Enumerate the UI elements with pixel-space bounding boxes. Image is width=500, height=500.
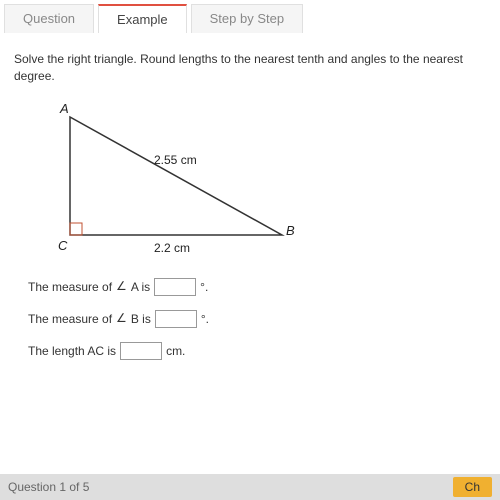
text: The length AC is bbox=[28, 344, 116, 358]
text: cm. bbox=[166, 344, 185, 358]
text: °. bbox=[201, 312, 209, 326]
tab-example[interactable]: Example bbox=[98, 4, 187, 33]
text: B is bbox=[131, 312, 151, 326]
hypotenuse-label: 2.55 cm bbox=[154, 153, 197, 167]
text: The measure of bbox=[28, 280, 112, 294]
tab-question[interactable]: Question bbox=[4, 4, 94, 33]
base-label: 2.2 cm bbox=[154, 241, 190, 255]
text: A is bbox=[131, 280, 150, 294]
footer-bar: Question 1 of 5 Ch bbox=[0, 474, 500, 500]
angle-icon: ∠ bbox=[116, 279, 127, 294]
instruction-text: Solve the right triangle. Round lengths … bbox=[14, 51, 486, 85]
tab-bar: Question Example Step by Step bbox=[0, 0, 500, 33]
input-angle-a[interactable] bbox=[154, 278, 196, 296]
content-area: Solve the right triangle. Round lengths … bbox=[0, 33, 500, 392]
tab-stepbystep[interactable]: Step by Step bbox=[191, 4, 303, 33]
answer-row-angle-a: The measure of ∠ A is °. bbox=[28, 278, 486, 296]
text: °. bbox=[200, 280, 208, 294]
answer-row-length-ac: The length AC is cm. bbox=[28, 342, 486, 360]
angle-icon: ∠ bbox=[116, 311, 127, 326]
triangle-svg bbox=[44, 103, 324, 253]
progress-text: Question 1 of 5 bbox=[8, 480, 89, 494]
vertex-label-a: A bbox=[60, 101, 69, 116]
vertex-label-c: C bbox=[58, 238, 67, 253]
triangle-diagram: A B C 2.55 cm 2.2 cm bbox=[44, 103, 324, 253]
input-length-ac[interactable] bbox=[120, 342, 162, 360]
answer-row-angle-b: The measure of ∠ B is °. bbox=[28, 310, 486, 328]
text: The measure of bbox=[28, 312, 112, 326]
answers-block: The measure of ∠ A is °. The measure of ∠… bbox=[28, 278, 486, 360]
vertex-label-b: B bbox=[286, 223, 295, 238]
input-angle-b[interactable] bbox=[155, 310, 197, 328]
check-button[interactable]: Ch bbox=[453, 477, 492, 497]
